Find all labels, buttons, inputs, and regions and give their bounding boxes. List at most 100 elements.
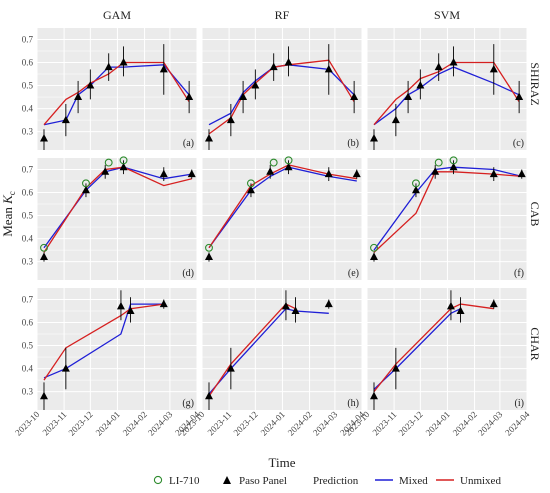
- legend-prediction-title: Prediction: [313, 475, 359, 487]
- paso-panel-point: [251, 81, 260, 89]
- paso-panel-point: [119, 58, 128, 66]
- paso-panel-point: [187, 169, 196, 178]
- li710-point: [247, 179, 255, 188]
- paso-panel-point: [61, 364, 70, 372]
- paso-panel-point: [517, 169, 526, 178]
- paso-panel-point: [39, 391, 48, 400]
- paso-panel-point: [489, 169, 498, 178]
- paso-panel-point: [411, 185, 420, 194]
- x-tick-label: 2024-03: [311, 409, 340, 438]
- paso-panel-point: [434, 62, 443, 71]
- paso-panel-point: [324, 169, 333, 178]
- paso-panel-point: [281, 301, 290, 310]
- legend-mixed-label: Mixed: [399, 475, 428, 487]
- y-tick-label: 0.3: [22, 257, 34, 267]
- paso-panel-point: [204, 133, 213, 142]
- paso-panel-point: [324, 64, 333, 73]
- panel-rf-char: (h)2023-10 2023-112023-122024-012024-0220…: [178, 288, 367, 438]
- y-tick-label: 0.6: [22, 318, 34, 328]
- prediction-line-mixed: [373, 166, 522, 251]
- row-title-shiraz: SHIRAZ: [528, 62, 542, 105]
- x-tick-label: 2024-03: [476, 409, 505, 438]
- li710-point: [205, 243, 213, 252]
- y-axis-label-main: Mean: [0, 204, 15, 237]
- li710-point: [82, 179, 90, 188]
- paso-panel-point: [159, 299, 168, 308]
- panel-tag: (f): [514, 268, 524, 279]
- paso-panel-point: [416, 81, 425, 89]
- y-tick-label: 0.4: [22, 234, 34, 244]
- prediction-line-unmixed: [373, 171, 522, 253]
- column-title-gam: GAM: [103, 8, 131, 22]
- paso-panel-point: [159, 169, 168, 178]
- x-tick-label: 2024-01: [424, 409, 452, 437]
- legend-li710-label: LI-710: [169, 475, 200, 487]
- panel-rf-cab: (e): [201, 156, 363, 280]
- y-axis-label-symbol: K: [0, 194, 15, 205]
- paso-panel-point: [39, 252, 48, 260]
- paso-panel-point: [246, 185, 255, 194]
- paso-panel-point: [291, 306, 300, 315]
- li710-point: [269, 158, 278, 167]
- paso-panel-point: [204, 391, 213, 400]
- y-tick-label: 0.5: [22, 81, 34, 91]
- legend-li710-marker: [153, 475, 163, 485]
- x-tick-label: 2023-12: [231, 409, 259, 437]
- legend: LI-710 Paso Panel Prediction Mixed Unmix…: [153, 475, 501, 487]
- panel-tag: (e): [348, 268, 359, 279]
- panel-svm-cab: (f): [366, 156, 528, 280]
- x-tick-label: 2024-01: [94, 409, 122, 437]
- paso-panel-point: [266, 167, 275, 175]
- y-tick-label: 0.4: [22, 364, 34, 374]
- y-tick-label: 0.4: [22, 104, 34, 114]
- paso-panel-point: [446, 301, 455, 310]
- paso-panel-point: [159, 64, 168, 73]
- panel-gam-cab: (d) 0.3 0.4 0.5 0.6 0.7: [22, 156, 198, 280]
- x-tick-label: 2023-12: [66, 409, 94, 437]
- li710-point: [449, 156, 458, 165]
- y-axis-label: Mean Kc: [0, 191, 17, 237]
- paso-panel-point: [104, 62, 113, 71]
- prediction-line-unmixed: [208, 303, 296, 397]
- x-tick-label: 2024-03: [146, 409, 175, 438]
- y-tick-label: 0.7: [22, 295, 34, 305]
- paso-panel-point: [391, 364, 400, 372]
- panel-svm-shiraz: (c): [366, 28, 528, 150]
- paso-panel-point: [449, 58, 458, 66]
- x-tick-label: 2023-11: [40, 409, 68, 437]
- prediction-line-unmixed: [43, 61, 190, 126]
- paso-panel-point: [86, 81, 95, 89]
- paso-panel-point: [74, 92, 83, 101]
- paso-panel-point: [489, 299, 498, 308]
- panel-tag: (c): [513, 138, 524, 149]
- paso-panel-point: [404, 92, 413, 101]
- y-tick-label: 0.6: [22, 58, 34, 68]
- panel-svm-char: (i)2023-10 2023-112023-122024-012024-0220…: [343, 288, 532, 438]
- prediction-line-unmixed: [208, 164, 357, 249]
- panel-tag: (h): [347, 398, 359, 409]
- li710-point: [412, 179, 420, 188]
- prediction-line-mixed: [208, 166, 357, 249]
- paso-panel-point: [324, 299, 333, 308]
- prediction-line-mixed: [373, 66, 520, 126]
- paso-panel-point: [226, 364, 235, 372]
- paso-panel-point: [431, 167, 440, 175]
- prediction-line-mixed: [208, 64, 355, 126]
- panel-rf-shiraz: (b): [201, 28, 363, 150]
- x-tick-label: 2023-11: [205, 409, 233, 437]
- prediction-line-mixed: [373, 308, 461, 390]
- paso-panel-point: [456, 306, 465, 315]
- paso-panel-point: [489, 64, 498, 73]
- paso-panel-point: [81, 185, 90, 194]
- panel-tag: (b): [347, 138, 359, 149]
- paso-panel-point: [269, 62, 278, 71]
- x-tick-label: 2023-10: [13, 409, 42, 438]
- li710-point: [370, 243, 378, 252]
- row-title-char: CHAR: [528, 327, 542, 360]
- x-tick-label: 2024-04: [503, 409, 532, 438]
- x-axis-label: Time: [269, 455, 296, 470]
- paso-panel-point: [101, 167, 110, 175]
- y-tick-label: 0.3: [22, 387, 34, 397]
- y-tick-label: 0.7: [22, 35, 34, 45]
